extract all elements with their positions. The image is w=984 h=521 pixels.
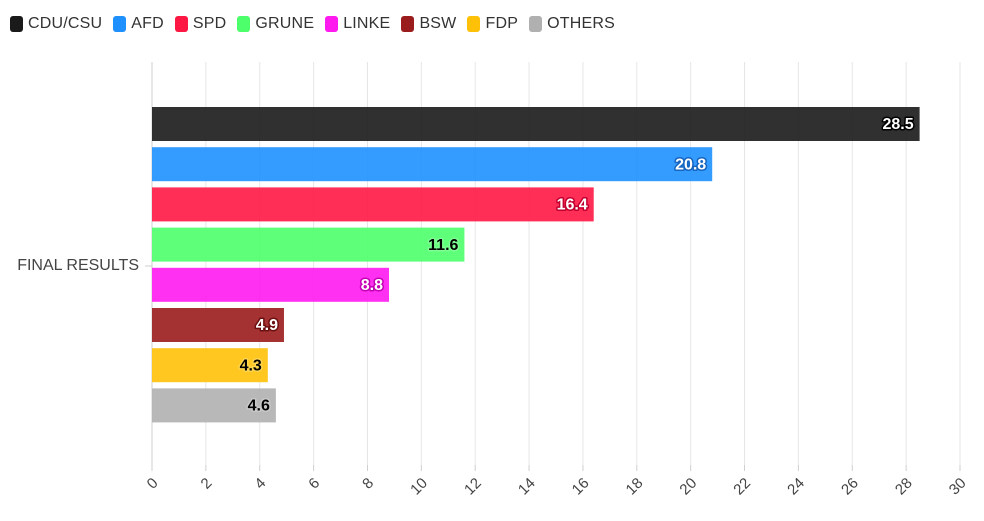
x-tick-label: 16 [569, 475, 593, 499]
x-tick-label: 30 [946, 475, 970, 499]
legend-label: SPD [192, 15, 227, 32]
legend-label: AFD [131, 15, 164, 32]
bar-others[interactable] [152, 388, 276, 423]
legend-item-afd[interactable]: AFD [113, 15, 164, 33]
x-tick-label: 4 [251, 475, 269, 493]
legend-label: BSW [419, 15, 457, 32]
x-tick-label: 0 [144, 475, 162, 493]
x-tick-label: 26 [838, 475, 862, 499]
legend: CDU/CSU AFD SPD GRUNE LINKE BSW FDP OTHERS [10, 12, 626, 36]
legend-item-bsw[interactable]: BSW [401, 15, 456, 33]
legend-label: FDP [485, 15, 519, 32]
legend-item-spd[interactable]: SPD [174, 15, 227, 33]
legend-item-fdp[interactable]: FDP [467, 15, 518, 33]
x-tick-label: 28 [892, 475, 916, 499]
bar-value-label: 20.8 [675, 156, 706, 173]
legend-swatch [529, 16, 543, 32]
legend-swatch [237, 16, 251, 32]
x-tick-label: 20 [676, 475, 700, 499]
legend-label: LINKE [343, 15, 391, 32]
bar-value-label: 28.5 [882, 116, 913, 133]
x-tick-label: 14 [515, 475, 539, 499]
bar-grune[interactable] [152, 227, 465, 262]
bar-linke[interactable] [152, 267, 390, 302]
bar-cdu-csu[interactable] [152, 107, 920, 141]
x-tick-label: 8 [359, 475, 377, 493]
x-tick-label: 2 [198, 475, 216, 493]
legend-label: OTHERS [547, 15, 615, 32]
category-label: FINAL RESULTS [17, 257, 139, 274]
legend-swatch [174, 16, 188, 32]
bar-bsw[interactable] [152, 308, 284, 342]
x-tick-label: 10 [407, 475, 431, 499]
x-tick-label: 24 [784, 475, 808, 499]
legend-swatch [401, 16, 415, 32]
x-tick-label: 6 [305, 475, 323, 493]
bar-spd[interactable] [152, 187, 594, 222]
bar-value-label: 4.6 [248, 398, 270, 415]
bar-value-label: 8.8 [361, 277, 383, 294]
legend-item-others[interactable]: OTHERS [529, 15, 615, 33]
legend-swatch [10, 16, 23, 32]
legend-label: CDU/CSU [28, 15, 103, 32]
x-tick-label: 18 [623, 475, 647, 499]
legend-swatch [325, 16, 339, 32]
legend-item-cdu-csu[interactable]: CDU/CSU [10, 15, 102, 33]
bar-value-label: 11.6 [428, 237, 458, 254]
bar-value-label: 4.3 [240, 357, 262, 374]
legend-item-grune[interactable]: GRUNE [237, 15, 314, 33]
bar-value-label: 4.9 [256, 317, 278, 334]
bar-fdp[interactable] [152, 348, 268, 383]
x-tick-label: 22 [730, 475, 754, 499]
bar-afd[interactable] [152, 147, 713, 182]
legend-swatch [113, 16, 127, 32]
bar-value-label: 16.4 [557, 197, 588, 214]
x-tick-label: 12 [461, 475, 485, 499]
legend-item-linke[interactable]: LINKE [325, 15, 390, 33]
legend-label: GRUNE [255, 15, 315, 32]
legend-swatch [467, 16, 481, 32]
